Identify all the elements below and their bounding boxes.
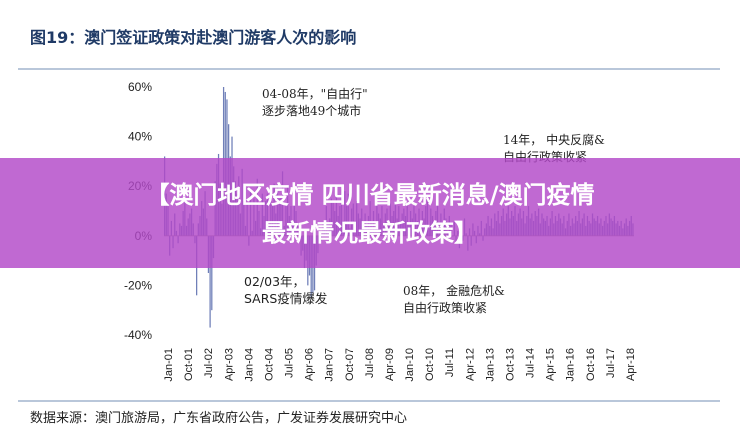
x-tick-label: Oct-10: [424, 348, 436, 381]
x-tick-label: Jul-11: [444, 348, 456, 377]
x-tick-label: Jul-08: [364, 348, 376, 378]
top-divider: [18, 68, 720, 70]
overlay-banner-text: 【澳门地区疫情 四川省最新消息/澳门疫情 最新情况最新政策】: [0, 176, 740, 252]
x-tick-label: Jan-07: [324, 348, 336, 382]
y-tick-label: -40%: [124, 328, 152, 342]
annotation-financial-crisis-line1: 08年， 金融危机&: [403, 284, 505, 298]
x-tick-label: Oct-16: [585, 348, 597, 381]
annotation-financial-crisis: 08年， 金融危机& 自由行政策收紧: [403, 283, 505, 317]
y-tick-label: 60%: [128, 80, 152, 94]
annotation-sars-line1: 02/03年，: [244, 274, 306, 289]
annotation-free-travel: 04-08年，"自由行" 逐步落地49个城市: [262, 86, 368, 120]
x-tick-label: Apr-18: [625, 348, 637, 381]
bar: [211, 235, 213, 311]
x-tick-label: Jul-02: [203, 348, 215, 378]
x-tick-label: Apr-12: [464, 348, 476, 381]
source-note: 数据来源：澳门旅游局，广东省政府公告，广发证券发展研究中心: [30, 411, 408, 426]
x-tick-label: Apr-06: [304, 348, 316, 381]
x-tick-label: Oct-07: [344, 348, 356, 381]
y-tick-label: -20%: [124, 278, 152, 292]
annotation-anticorruption-line1: 14年， 中央反腐&: [503, 133, 605, 147]
x-tick-label: Jan-16: [565, 348, 577, 382]
x-tick-label: Jul-14: [525, 348, 537, 378]
overlay-banner-line2: 最新情况最新政策】: [262, 219, 478, 247]
x-tick-label: Apr-09: [384, 348, 396, 381]
bottom-divider: [18, 400, 720, 402]
y-tick-label: 40%: [128, 130, 152, 144]
annotation-sars-line2: SARS疫情爆发: [244, 291, 328, 306]
x-tick-label: Apr-15: [545, 348, 557, 381]
x-tick-label: Oct-13: [505, 348, 517, 381]
bar: [209, 235, 211, 328]
overlay-banner-line1: 【澳门地区疫情 四川省最新消息/澳门疫情: [145, 181, 595, 209]
x-tick-label: Jan-04: [243, 348, 255, 382]
x-tick-label: Oct-04: [263, 348, 275, 381]
figure-title: 图19：澳门签证政策对赴澳门游客人次的影响: [30, 28, 357, 47]
x-tick-label: Jan-13: [484, 348, 496, 382]
annotation-free-travel-line2: 逐步落地49个城市: [262, 104, 362, 118]
overlay-banner: [0, 158, 740, 268]
x-tick-label: Jul-17: [605, 348, 617, 378]
x-tick-label: Apr-03: [223, 348, 235, 381]
annotation-financial-crisis-line2: 自由行政策收紧: [403, 301, 488, 315]
x-tick-label: Jul-05: [284, 348, 296, 378]
x-axis: Jan-01 Oct-01 Jul-02 Apr-03 Jan-04 Oct-04 Jul-…: [163, 235, 637, 382]
x-tick-label: Jan-01: [163, 348, 175, 382]
x-tick-label: Jan-10: [404, 348, 416, 382]
annotation-free-travel-line1: 04-08年，"自由行": [262, 87, 368, 101]
x-tick-label: Oct-01: [183, 348, 195, 381]
annotation-sars: 02/03年， SARS疫情爆发: [244, 273, 327, 307]
